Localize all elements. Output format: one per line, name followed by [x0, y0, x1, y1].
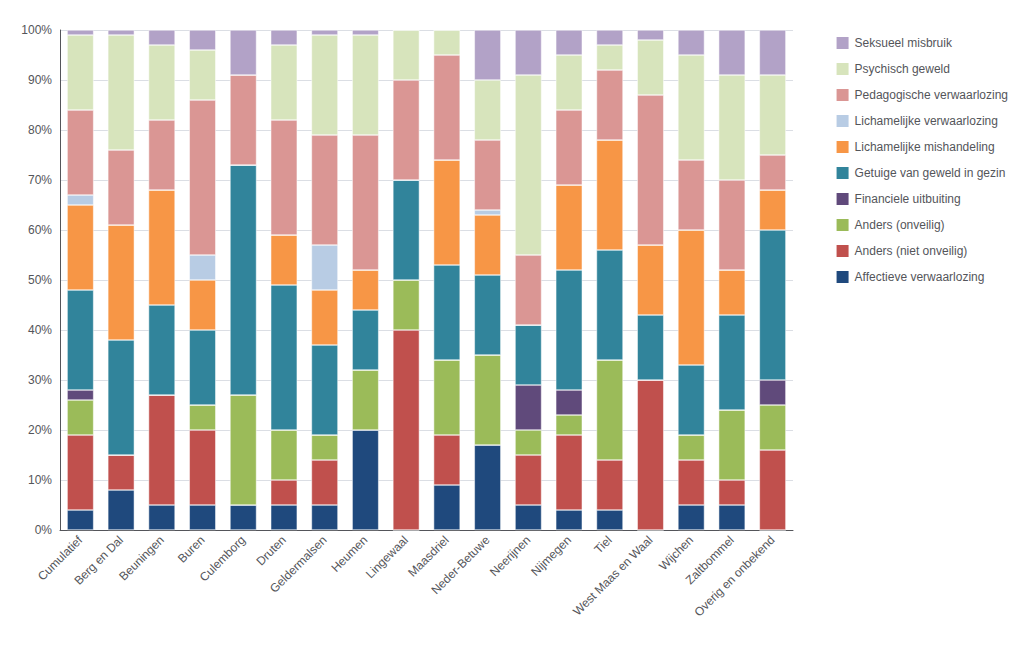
svg-text:Tiel: Tiel: [591, 533, 614, 556]
svg-text:Wijchen: Wijchen: [656, 533, 696, 573]
svg-text:Buren: Buren: [175, 533, 208, 566]
svg-text:Getuige van geweld in gezin: Getuige van geweld in gezin: [855, 166, 1006, 180]
svg-text:30%: 30%: [28, 373, 52, 387]
svg-text:70%: 70%: [28, 173, 52, 187]
svg-text:Affectieve verwaarlozing: Affectieve verwaarlozing: [855, 270, 985, 284]
svg-text:Nijmegen: Nijmegen: [528, 533, 574, 579]
svg-text:Lichamelijke verwaarlozing: Lichamelijke verwaarlozing: [855, 114, 998, 128]
svg-text:Anders (niet onveilig): Anders (niet onveilig): [855, 244, 968, 258]
svg-text:Heumen: Heumen: [328, 533, 370, 575]
svg-text:60%: 60%: [28, 223, 52, 237]
svg-text:Geldermalsen: Geldermalsen: [267, 533, 330, 596]
svg-text:100%: 100%: [21, 23, 52, 37]
svg-text:Druten: Druten: [254, 533, 289, 568]
svg-text:40%: 40%: [28, 323, 52, 337]
svg-text:90%: 90%: [28, 73, 52, 87]
svg-text:Berg en Dal: Berg en Dal: [71, 533, 126, 588]
svg-text:Seksueel misbruik: Seksueel misbruik: [855, 36, 953, 50]
svg-text:50%: 50%: [28, 273, 52, 287]
svg-text:Beuningen: Beuningen: [116, 533, 166, 583]
svg-text:Pedagogische verwaarlozing: Pedagogische verwaarlozing: [855, 88, 1008, 102]
svg-text:Anders (onveilig): Anders (onveilig): [855, 218, 945, 232]
svg-text:0%: 0%: [35, 523, 53, 537]
svg-text:80%: 80%: [28, 123, 52, 137]
svg-text:Overig en onbekend: Overig en onbekend: [691, 533, 777, 619]
svg-text:Culemborg: Culemborg: [197, 533, 248, 584]
svg-text:Cumulatief: Cumulatief: [34, 533, 86, 584]
svg-text:Neder-Betuwe: Neder-Betuwe: [428, 533, 492, 597]
svg-text:Psychisch geweld: Psychisch geweld: [855, 62, 950, 76]
svg-text:Neerijnen: Neerijnen: [487, 533, 533, 579]
svg-text:10%: 10%: [28, 473, 52, 487]
svg-text:20%: 20%: [28, 423, 52, 437]
svg-text:Zaltbommel: Zaltbommel: [682, 533, 737, 588]
svg-text:Lingewaal: Lingewaal: [363, 533, 411, 581]
svg-text:Maasdriel: Maasdriel: [405, 533, 452, 580]
svg-text:Financiele uitbuiting: Financiele uitbuiting: [855, 192, 961, 206]
svg-text:West Maas en Waal: West Maas en Waal: [570, 533, 655, 618]
svg-text:Lichamelijke mishandeling: Lichamelijke mishandeling: [855, 140, 995, 154]
